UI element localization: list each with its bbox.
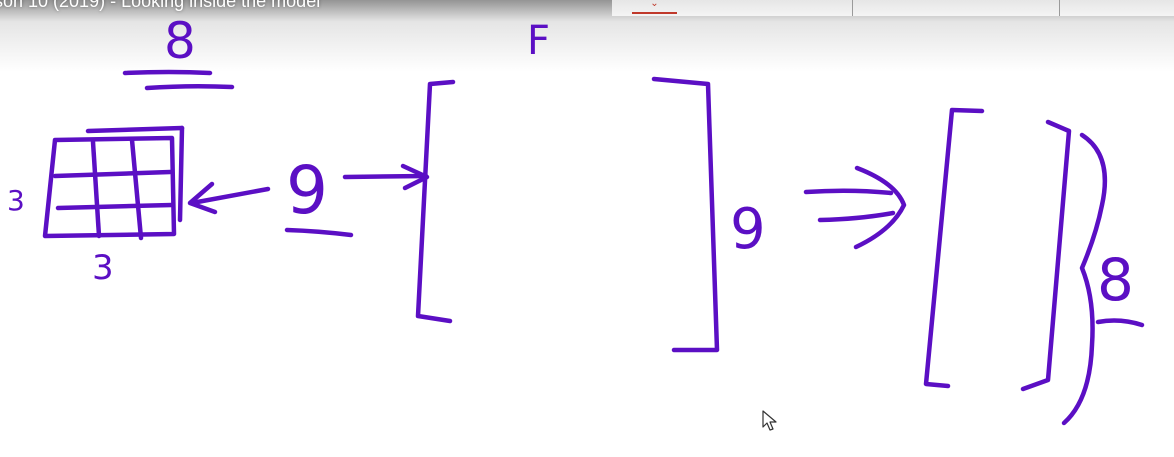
label-top-center-f: F (527, 18, 550, 64)
mouse-pointer-icon (762, 410, 778, 437)
drawing-toolbar (612, 0, 1174, 16)
chevron-down-icon: ⌄ (650, 0, 659, 9)
label-grid-rows: 3 (7, 184, 25, 217)
label-arrow-9: 9 (286, 152, 328, 229)
implies-arrow (803, 165, 907, 250)
left-bracket (923, 107, 985, 389)
toolbar-divider (1059, 0, 1060, 16)
right-bracket (651, 76, 720, 353)
grid-3x3 (42, 125, 185, 241)
label-bracket-9: 9 (730, 197, 766, 262)
arrow-left (187, 181, 271, 215)
label-brace-8: 8 (1097, 246, 1134, 314)
label-top-left-8: 8 (164, 12, 196, 70)
curly-brace (1061, 132, 1108, 426)
underline-stroke (1095, 318, 1145, 328)
underline-stroke (122, 69, 213, 76)
underline-stroke (284, 227, 354, 238)
underline-stroke (144, 83, 235, 91)
toolbar-dropdown-button[interactable]: ⌄ (632, 0, 677, 14)
right-bracket (1020, 119, 1072, 392)
arrow-right (342, 163, 430, 191)
toolbar-divider (852, 0, 853, 16)
label-grid-cols: 3 (92, 248, 114, 288)
left-bracket (415, 79, 456, 324)
